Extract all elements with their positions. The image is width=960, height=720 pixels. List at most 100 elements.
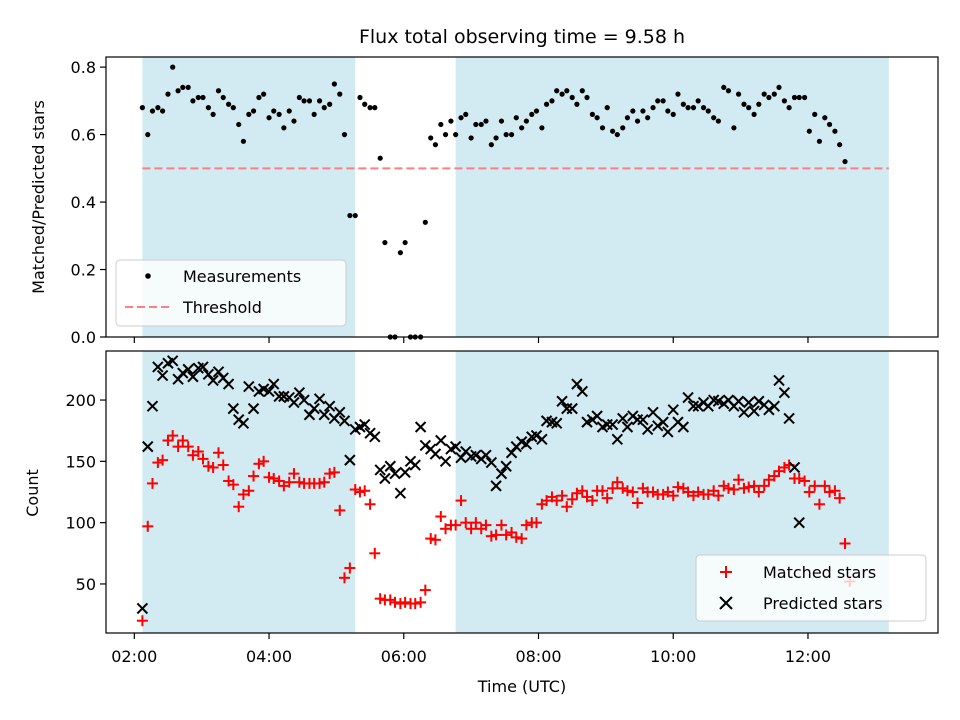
matched-star-point	[273, 475, 285, 487]
x-axis-label: Time (UTC)	[477, 677, 566, 696]
predicted-star-point	[778, 386, 791, 399]
matched-star-point	[601, 492, 613, 504]
matched-star-point	[283, 476, 295, 488]
matched-star-point	[146, 477, 158, 489]
x-tick-label: 12:00	[785, 647, 831, 666]
matched-star-point	[632, 497, 644, 509]
matched-star-point	[743, 481, 755, 493]
matched-star-point	[364, 498, 376, 510]
measurement-point	[599, 125, 606, 131]
matched-star-point	[349, 484, 361, 496]
measurement-point	[680, 101, 686, 107]
predicted-star-point	[243, 380, 255, 393]
predicted-star-point	[647, 406, 659, 419]
matched-star-point	[450, 519, 462, 531]
measurement-point	[498, 118, 505, 124]
measurement-point	[523, 118, 529, 124]
matched-star-point	[293, 476, 305, 488]
predicted-star-point	[637, 413, 649, 426]
predicted-star-point	[530, 429, 543, 442]
measurement-point	[261, 91, 267, 97]
predicted-star-point	[606, 418, 619, 431]
matched-star-point	[708, 485, 720, 497]
measurement-point	[448, 118, 454, 124]
measurement-point	[791, 94, 798, 101]
predicted-star-point	[505, 447, 518, 459]
predicted-star-point	[146, 400, 159, 412]
measurement-point	[458, 115, 464, 121]
matched-star-point	[490, 529, 502, 541]
matched-star-point	[485, 530, 497, 542]
matched-star-point	[753, 486, 765, 498]
matched-star-point	[465, 523, 477, 535]
matched-star-point	[384, 594, 396, 606]
matched-star-point	[824, 486, 836, 498]
measurement-point	[816, 138, 823, 144]
measurement-point	[543, 101, 550, 107]
bottom-axes-frame	[105, 350, 939, 634]
measurement-point	[624, 115, 631, 121]
matched-star-point	[556, 490, 568, 502]
matched-star-point	[621, 485, 633, 497]
bottom-y-axis-label: Count	[23, 469, 42, 517]
top-y-tick-label: 0.6	[71, 126, 96, 145]
matched-star-point	[142, 520, 154, 532]
matched-star-point	[248, 470, 260, 482]
x-tick-label: 04:00	[246, 647, 292, 666]
matched-star-point	[197, 453, 209, 465]
matched-star-point	[672, 481, 684, 493]
matched-star-point	[566, 493, 578, 505]
matched-star-point	[369, 547, 381, 559]
measurement-point	[422, 219, 428, 225]
measurement-point	[402, 239, 408, 246]
measurement-point	[796, 94, 802, 101]
measurement-point	[220, 94, 226, 101]
matched-star-point	[409, 598, 421, 610]
predicted-star-point	[657, 416, 669, 428]
predicted-star-point	[177, 367, 189, 379]
bottom-legend: Matched stars Predicted stars	[695, 554, 927, 622]
measurement-point	[301, 98, 307, 104]
measurement-point	[352, 212, 358, 219]
predicted-star-point	[419, 439, 432, 452]
measurement-point	[215, 88, 222, 94]
predicted-star-point	[470, 449, 482, 461]
predicted-star-point	[222, 378, 235, 390]
matched-star-point	[389, 596, 401, 608]
measurement-point	[149, 108, 156, 114]
predicted-star-point	[202, 368, 215, 381]
matched-star-point	[344, 562, 356, 574]
predicted-star-point	[550, 417, 563, 430]
measurement-point	[246, 111, 252, 117]
measurement-point	[660, 98, 666, 104]
measurement-point	[776, 84, 782, 90]
measurement-point	[695, 98, 701, 104]
measurement-point	[584, 94, 590, 101]
measurement-point	[559, 91, 565, 97]
measurement-point	[372, 105, 378, 111]
x-tick-label: 06:00	[381, 647, 427, 666]
predicted-star-point	[692, 400, 704, 412]
predicted-star-point	[455, 451, 467, 464]
measurement-point	[250, 108, 257, 114]
top-y-tick-label: 0.0	[71, 328, 96, 347]
predicted-star-point	[156, 369, 169, 382]
measurement-point	[837, 142, 843, 148]
measurement-point	[645, 115, 651, 121]
predicted-star-point	[212, 366, 225, 378]
measurement-point	[533, 108, 540, 114]
matched-star-point	[243, 485, 255, 497]
matched-star-point	[258, 455, 270, 467]
matched-star-point	[480, 519, 492, 531]
matched-star-point	[263, 471, 275, 483]
matched-star-point	[799, 475, 811, 487]
matched-star-point	[152, 457, 164, 469]
measurement-point	[549, 98, 555, 104]
matched-star-point	[253, 458, 265, 470]
measurement-point	[230, 105, 236, 111]
matched-star-point	[227, 479, 239, 491]
matched-star-point	[167, 430, 179, 442]
measurement-point	[751, 111, 757, 117]
measurement-point	[735, 91, 742, 97]
